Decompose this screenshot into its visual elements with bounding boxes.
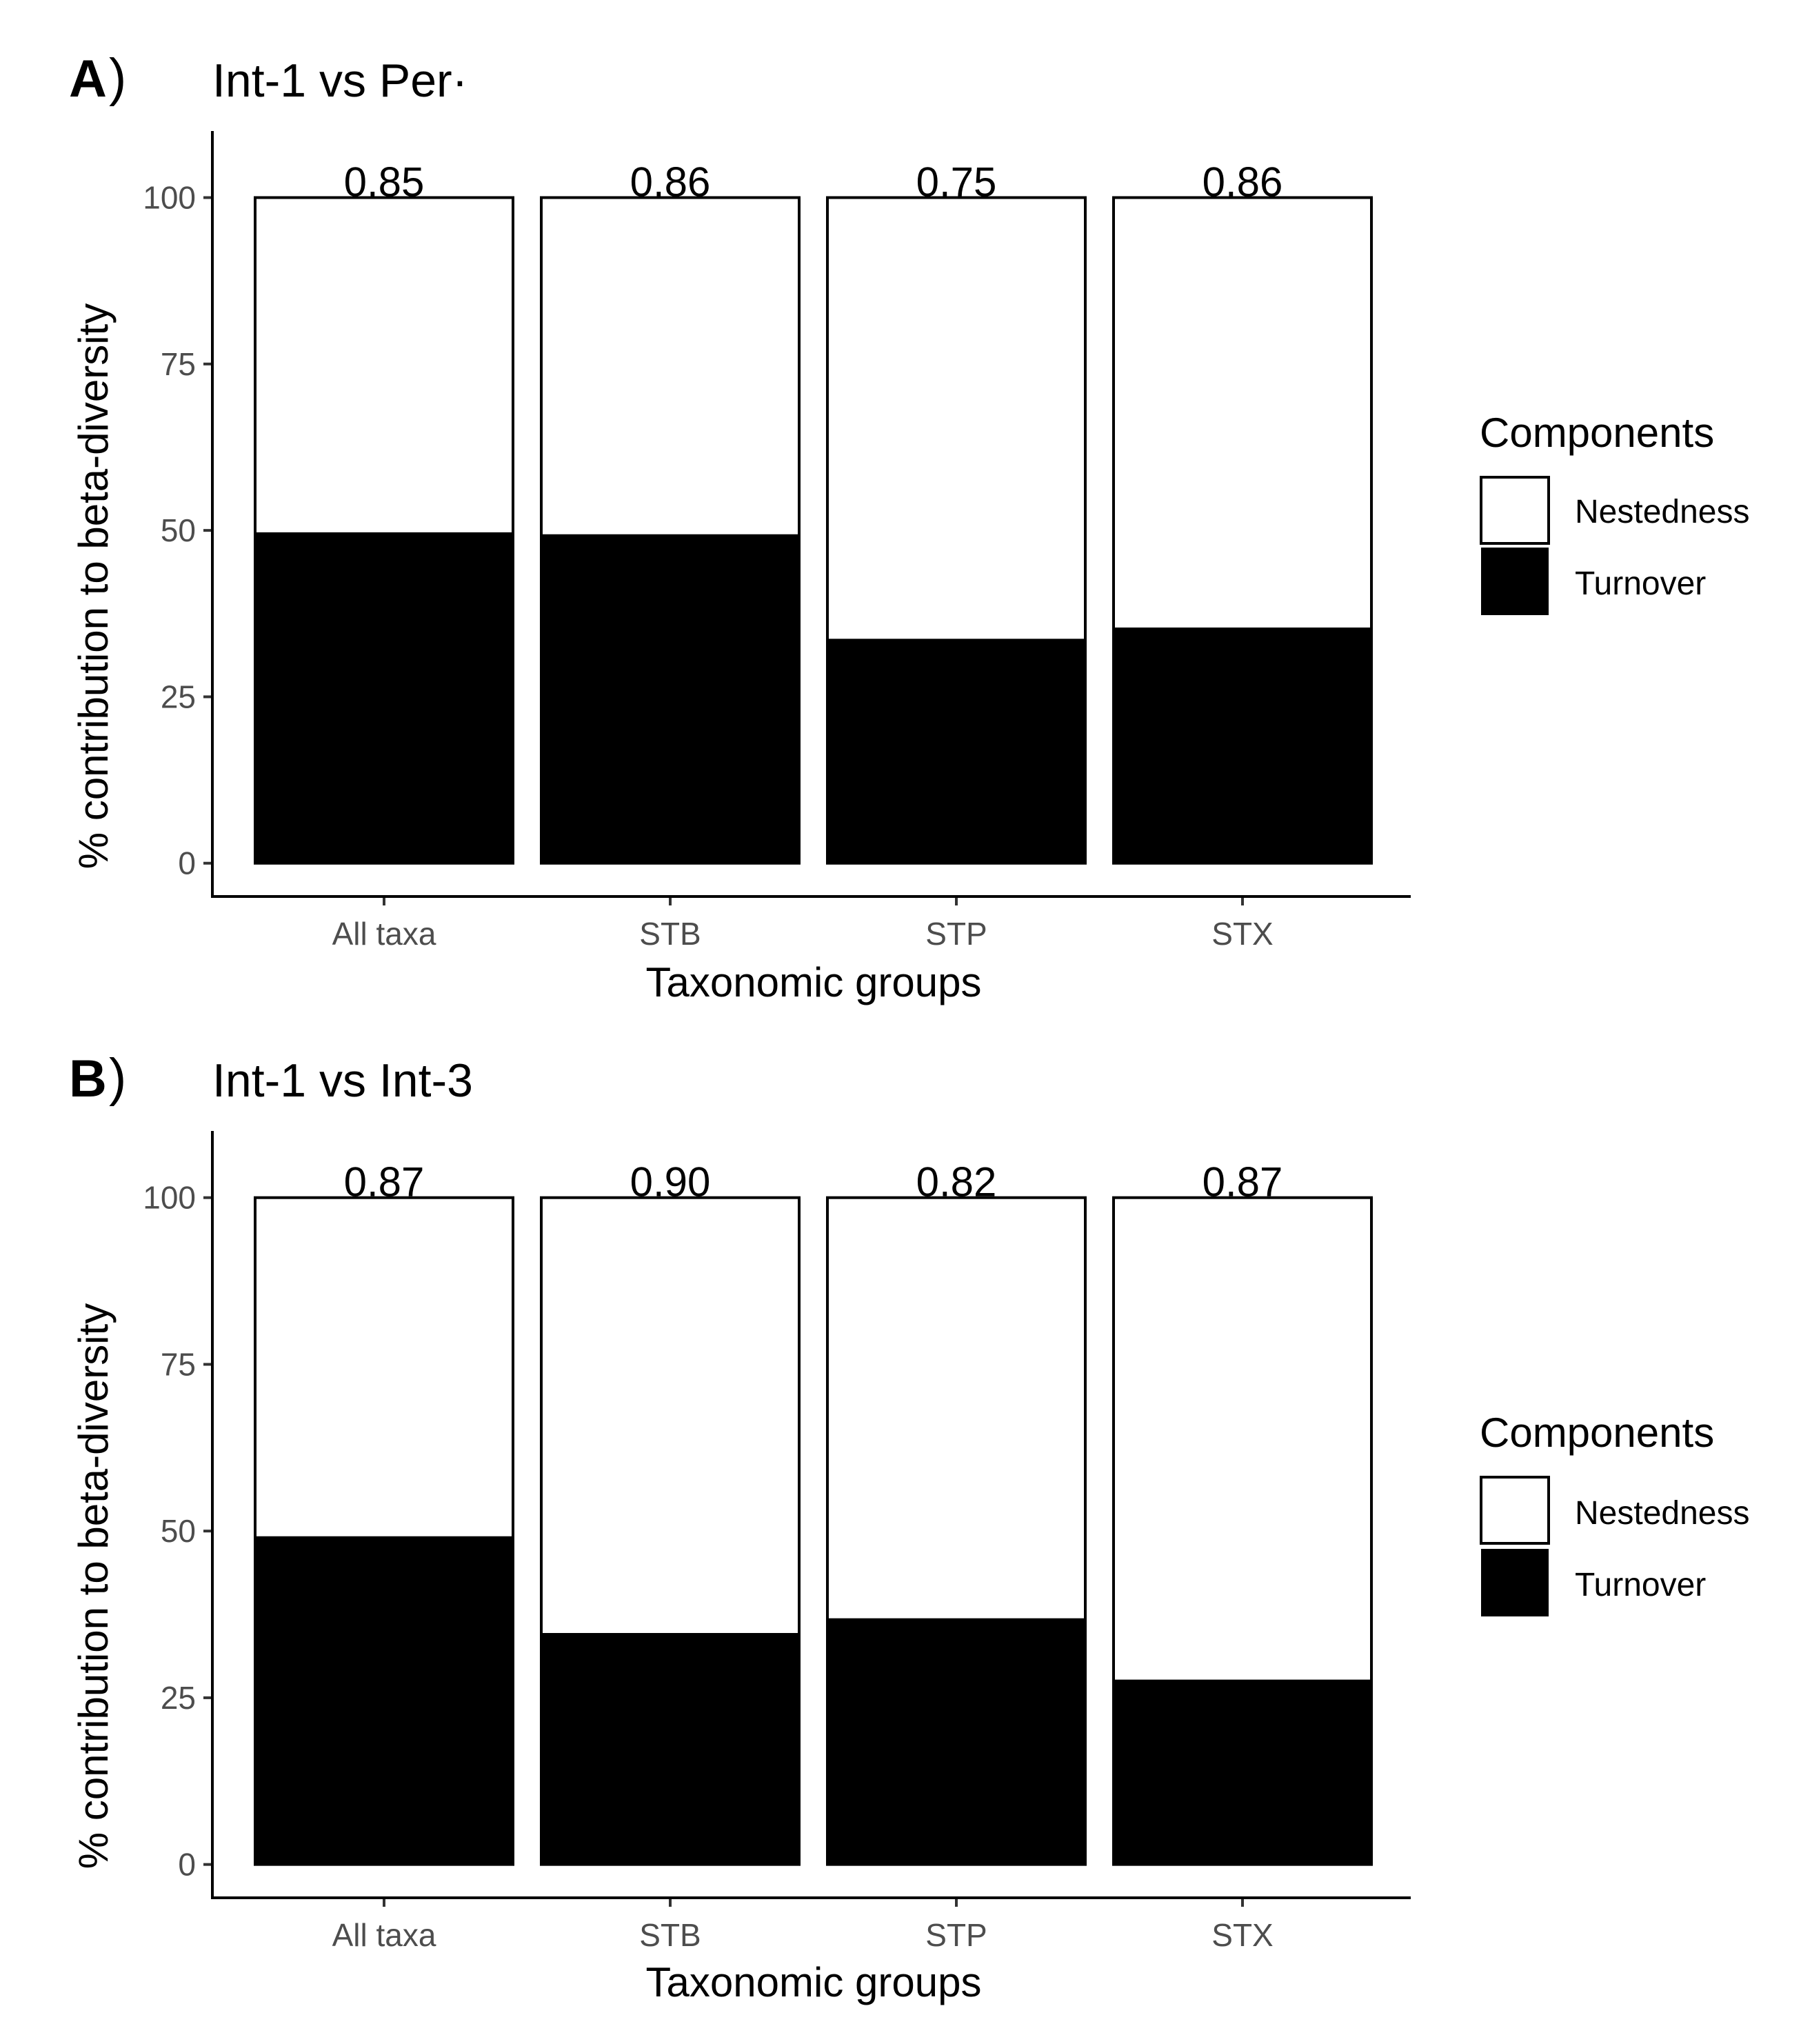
panel-a-legend: Components Nestedness Turnover: [1480, 410, 1749, 615]
panel-b-legend-label-turnover: Turnover: [1575, 1567, 1706, 1603]
panel-a-letter: A: [69, 50, 107, 108]
panel-a-y-tick-label-100: 100: [143, 180, 196, 216]
panel-b-bar-value-label: 0.87: [1203, 1159, 1283, 1205]
panel-a: A ) Int-1 vs Per· % contribution to beta…: [69, 48, 1749, 1005]
panel-a-legend-swatch-nestedness: [1480, 476, 1550, 545]
panel-a-bar-nestedness-all-taxa: [254, 196, 514, 535]
panel-a-x-tick-label-stp: STP: [925, 916, 987, 952]
panel-b-x-tick-label-stp: STP: [925, 1917, 987, 1953]
panel-b-bar-value-label: 0.87: [344, 1159, 425, 1205]
panel-b-paren: ): [109, 1048, 126, 1107]
panel-a-x-tick-label-all-taxa: All taxa: [332, 916, 436, 952]
panel-b-x-tick-label-all-taxa: All taxa: [332, 1917, 436, 1953]
panel-b-bar-nestedness-stx: [1112, 1196, 1373, 1683]
panel-b-legend-label-nestedness: Nestedness: [1575, 1495, 1749, 1532]
panel-b-x-tick-label-stb: STB: [639, 1917, 701, 1953]
panel-a-bar-turnover-stx: [1112, 627, 1373, 865]
panel-b-x-ticks: All taxa STB STP STX: [332, 1898, 1274, 1953]
panel-b-y-tick-label-50: 50: [161, 1513, 196, 1549]
panel-a-y-ticks: 0 25 50 75 100: [143, 180, 212, 881]
panel-a-y-tick-label-50: 50: [161, 512, 196, 548]
panel-b-bar-turnover-all-taxa: [254, 1536, 514, 1866]
panel-b-letter: B: [69, 1050, 107, 1108]
panel-a-bar-value-label: 0.86: [630, 159, 711, 206]
panel-b-title: Int-1 vs Int-3: [212, 1054, 473, 1107]
panel-a-legend-label-nestedness: Nestedness: [1575, 494, 1749, 530]
panel-a-bars: 0.85 0.86 0.75 0.86: [254, 159, 1373, 865]
panel-a-paren: ): [109, 48, 126, 107]
panel-b-bar-nestedness-stb: [540, 1196, 801, 1636]
panel-a-bar-turnover-stb: [540, 534, 801, 865]
panel-a-title: Int-1 vs Per·: [212, 54, 467, 107]
panel-a-y-tick-label-25: 25: [161, 679, 196, 714]
panel-b-bars: 0.87 0.90 0.82 0.87: [254, 1159, 1373, 1866]
panel-b-x-tick-label-stx: STX: [1211, 1917, 1273, 1953]
panel-b-bar-turnover-stb: [540, 1633, 801, 1866]
panel-b-legend-swatch-nestedness: [1480, 1476, 1550, 1545]
panel-b-bar-value-label: 0.90: [630, 1159, 711, 1205]
panel-a-bar-turnover-stp: [826, 639, 1087, 865]
panel-b-bar-nestedness-stp: [826, 1196, 1087, 1621]
panel-a-bar-nestedness-stb: [540, 196, 801, 537]
panel-a-bar-value-label: 0.86: [1203, 159, 1283, 206]
panel-a-y-tick-label-75: 75: [161, 346, 196, 382]
panel-a-bar-turnover-all-taxa: [254, 532, 514, 865]
panel-a-x-tick-label-stb: STB: [639, 916, 701, 952]
panel-b-y-axis-title: % contribution to beta-diversity: [70, 1303, 117, 1869]
panel-b-legend-swatch-turnover: [1481, 1549, 1549, 1616]
panel-b-bar-value-label: 0.82: [916, 1159, 997, 1205]
panel-a-bar-value-label: 0.85: [344, 159, 425, 206]
panel-b-y-tick-label-25: 25: [161, 1680, 196, 1716]
panel-b-y-tick-label-100: 100: [143, 1180, 196, 1216]
panel-a-legend-title: Components: [1480, 410, 1714, 456]
panel-a-x-ticks: All taxa STB STP STX: [332, 896, 1274, 952]
panel-a-legend-label-turnover: Turnover: [1575, 565, 1706, 602]
panel-a-legend-swatch-turnover: [1481, 548, 1549, 615]
panel-b-y-tick-label-0: 0: [178, 1847, 196, 1883]
panel-a-bar-nestedness-stp: [826, 196, 1087, 642]
panel-b-bar-turnover-stx: [1112, 1679, 1373, 1866]
panel-b-bar-turnover-stp: [826, 1618, 1087, 1866]
panel-b: B ) Int-1 vs Int-3 % contribution to bet…: [69, 1048, 1749, 2005]
panel-b-legend: Components Nestedness Turnover: [1480, 1410, 1749, 1616]
panel-a-x-tick-label-stx: STX: [1211, 916, 1273, 952]
panel-a-bar-value-label: 0.75: [916, 159, 997, 206]
panel-b-y-ticks: 0 25 50 75 100: [143, 1180, 212, 1883]
panel-a-y-axis-title: % contribution to beta-diversity: [70, 303, 117, 869]
panel-b-y-tick-label-75: 75: [161, 1346, 196, 1382]
panel-b-legend-title: Components: [1480, 1410, 1714, 1456]
panel-a-x-axis-title: Taxonomic groups: [646, 959, 982, 1005]
panel-b-x-axis-title: Taxonomic groups: [646, 1959, 982, 2005]
panel-a-y-tick-label-0: 0: [178, 845, 196, 881]
panel-a-bar-nestedness-stx: [1112, 196, 1373, 630]
panel-b-bar-nestedness-all-taxa: [254, 1196, 514, 1539]
